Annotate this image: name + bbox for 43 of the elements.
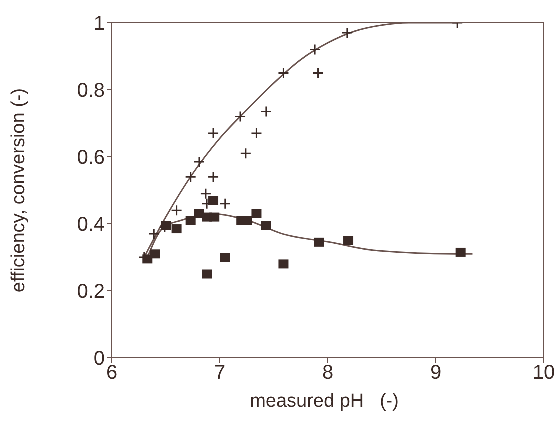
point xyxy=(242,216,252,226)
point xyxy=(194,156,206,168)
point xyxy=(278,68,290,79)
x-tick-label: 9 xyxy=(430,362,442,384)
point xyxy=(456,248,466,257)
point xyxy=(171,204,183,216)
point xyxy=(210,212,220,222)
point xyxy=(185,171,197,183)
point xyxy=(186,216,196,226)
point xyxy=(220,253,230,262)
point xyxy=(252,209,262,218)
x-tick-label: 8 xyxy=(322,362,334,384)
point xyxy=(309,44,321,56)
point xyxy=(202,270,212,279)
y-tick-label: 0.8 xyxy=(77,80,105,102)
point xyxy=(220,198,232,210)
point xyxy=(312,68,324,79)
point xyxy=(208,128,220,140)
point xyxy=(250,128,262,140)
y-tick-label: 0 xyxy=(94,348,105,370)
point xyxy=(278,260,289,269)
y-axis-title: efficiency, conversion (-) xyxy=(8,88,30,293)
point xyxy=(234,111,246,123)
point xyxy=(261,221,272,230)
point xyxy=(200,188,212,200)
y-tick-label: 0.2 xyxy=(77,281,105,304)
x-tick-label: 6 xyxy=(106,362,118,384)
point xyxy=(208,196,219,206)
point xyxy=(342,27,354,39)
point xyxy=(344,236,354,246)
point xyxy=(148,228,160,240)
x-tick-label: 7 xyxy=(214,362,226,384)
x-tick-label: 10 xyxy=(532,362,555,384)
x-axis-title: measured pH (-) xyxy=(249,391,400,413)
y-tick-label: 0.6 xyxy=(77,147,105,170)
point xyxy=(314,238,324,247)
point xyxy=(172,224,182,234)
point xyxy=(208,171,220,183)
point xyxy=(240,148,252,160)
y-tick-label: 0.4 xyxy=(77,214,105,236)
point xyxy=(260,106,272,118)
point xyxy=(150,250,160,259)
y-tick-label: 1 xyxy=(94,13,105,36)
